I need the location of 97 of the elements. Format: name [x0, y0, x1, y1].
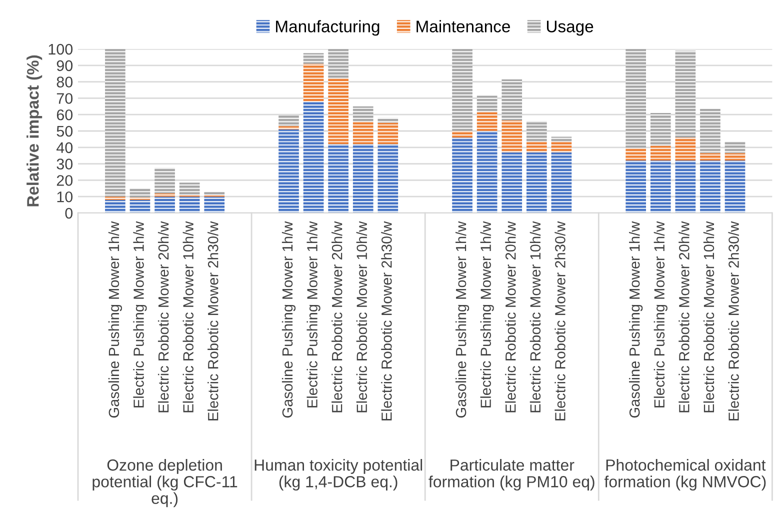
- bar: [526, 142, 547, 152]
- bar: [700, 108, 720, 154]
- bar: [502, 79, 522, 120]
- bar: [650, 146, 671, 161]
- bar: [452, 138, 472, 213]
- bar: [352, 106, 374, 122]
- bar: [551, 152, 572, 213]
- bar: [476, 112, 498, 131]
- x-tick-label: Gasoline Pushing Mower 1h/w: [455, 221, 470, 418]
- x-tick-label: Electric Robotic Mower 2h30/w: [208, 221, 218, 420]
- text: Human toxicity potential (kg 1,4-DCB eq.): [254, 459, 422, 491]
- x-tick-label: Gasoline Pushing Mower 1h/w: [282, 221, 296, 418]
- bar: [105, 200, 126, 213]
- x-tick-label: Electric Robotic Mower 20h/w: [332, 221, 342, 412]
- text: Photochemical oxidant formation (kg NMVOC): [604, 459, 766, 491]
- y-tick-label: 100: [48, 44, 73, 55]
- bar: [452, 49, 472, 131]
- bar: [675, 138, 696, 161]
- x-tick-label: Gasoline Pushing Mower 1h/w: [629, 221, 643, 418]
- x-tick-label: Electric Robotic Mower 10h/w: [182, 221, 194, 412]
- bar: [378, 122, 398, 144]
- bar: [378, 144, 398, 213]
- y-tick-label: 40: [56, 142, 73, 154]
- bar: [278, 126, 299, 130]
- legend-label: Usage: [546, 20, 594, 36]
- x-tick-label: Electric Pushing Mower 1h/w: [306, 221, 320, 408]
- bar: [650, 112, 671, 146]
- bar: [154, 196, 175, 213]
- x-tick-label: Electric Robotic Mower 10h/w: [530, 221, 541, 412]
- bar: [675, 160, 696, 213]
- y-tick-label: 30: [56, 158, 73, 170]
- bar: [105, 49, 126, 197]
- x-tick-label: Electric Robotic Mower 2h30/w: [554, 221, 566, 420]
- bar: [179, 196, 200, 213]
- bar: [700, 160, 720, 213]
- x-tick-label: Electric Robotic Mower 10h/w: [356, 221, 368, 412]
- bar: [303, 101, 324, 213]
- x-tick-label: Electric Robotic Mower 2h30/w: [728, 221, 739, 420]
- bar: [502, 120, 522, 152]
- y-tick-label: 80: [56, 76, 73, 88]
- bar: [724, 153, 746, 161]
- x-tick-label: Electric Pushing Mower 1h/w: [133, 221, 147, 408]
- bar: [476, 96, 498, 112]
- bar: [328, 78, 348, 144]
- bar: [452, 131, 472, 138]
- bar: [352, 122, 374, 144]
- y-axis-title: Relative impact (%): [26, 55, 42, 206]
- bar: [154, 168, 175, 194]
- x-tick-label: Electric Robotic Mower 20h/w: [505, 221, 516, 412]
- bar: [526, 121, 547, 142]
- text: Particulate matter formation (kg PM10 eq): [428, 459, 594, 491]
- bar: [328, 144, 348, 213]
- x-tick-label: Electric Robotic Mower 20h/w: [678, 221, 690, 412]
- bar: [650, 160, 671, 213]
- legend-label: Maintenance: [416, 20, 510, 32]
- bar: [328, 49, 348, 79]
- bar: [378, 118, 398, 123]
- bar: [551, 136, 572, 142]
- bar: [130, 200, 150, 213]
- bar: [278, 129, 299, 213]
- bar: [130, 188, 150, 198]
- x-tick-label: Electric Robotic Mower 10h/w: [703, 221, 714, 412]
- legend-label: Manufacturing: [276, 20, 380, 36]
- bar: [476, 131, 498, 213]
- bar: [154, 193, 175, 197]
- y-tick-label: 10: [57, 191, 73, 202]
- bar: [105, 196, 126, 200]
- x-tick-label: Electric Robotic Mower 20h/w: [158, 221, 169, 412]
- y-tick-label: 20: [56, 175, 73, 186]
- bar: [724, 160, 746, 213]
- x-tick-label: Electric Pushing Mower 1h/w: [480, 221, 494, 408]
- bar: [204, 192, 225, 195]
- bar: [303, 64, 324, 102]
- x-tick-label: Gasoline Pushing Mower 1h/w: [108, 221, 122, 418]
- y-tick-label: 70: [56, 93, 73, 104]
- bar: [551, 142, 572, 152]
- bar: [626, 160, 646, 213]
- bar: [278, 115, 299, 126]
- y-tick-label: 0: [65, 208, 73, 219]
- text: Ozone depletion potential (kg CFC-11 eq.): [92, 459, 238, 508]
- x-tick-label: Electric Pushing Mower 1h/w: [654, 221, 668, 408]
- bar: [526, 152, 547, 213]
- bar: [130, 197, 150, 200]
- y-tick-label: 90: [56, 60, 73, 72]
- bar: [626, 148, 646, 161]
- bar: [724, 142, 746, 154]
- bar: [204, 196, 225, 213]
- bar: [675, 50, 696, 138]
- bar: [303, 53, 324, 64]
- x-tick-label: Electric Robotic Mower 2h30/w: [381, 221, 392, 420]
- bar: [700, 153, 720, 161]
- bar: [502, 152, 522, 213]
- bar: [352, 144, 374, 213]
- y-tick-label: 60: [56, 109, 73, 120]
- y-tick-label: 50: [56, 126, 73, 137]
- bar: [626, 49, 646, 148]
- bar: [179, 182, 200, 195]
